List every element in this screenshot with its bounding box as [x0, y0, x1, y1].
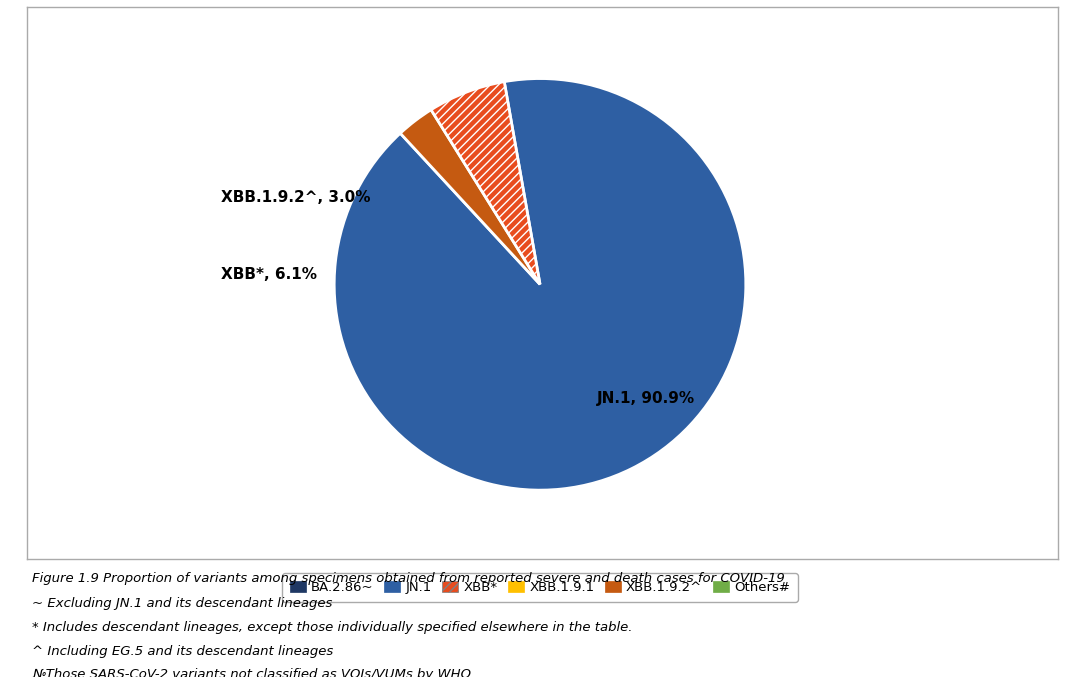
- Text: XBB*, 6.1%: XBB*, 6.1%: [221, 267, 318, 282]
- Wedge shape: [401, 110, 540, 284]
- Text: XBB.1.9.2^, 3.0%: XBB.1.9.2^, 3.0%: [221, 190, 370, 205]
- Wedge shape: [431, 82, 540, 284]
- Text: №Those SARS-CoV-2 variants not classified as VOIs/VUMs by WHO: №Those SARS-CoV-2 variants not classifie…: [32, 668, 471, 677]
- Wedge shape: [334, 79, 746, 490]
- Text: ^ Including EG.5 and its descendant lineages: ^ Including EG.5 and its descendant line…: [32, 645, 334, 657]
- Text: * Includes descendant lineages, except those individually specified elsewhere in: * Includes descendant lineages, except t…: [32, 621, 633, 634]
- Text: JN.1, 90.9%: JN.1, 90.9%: [596, 391, 694, 406]
- Text: Figure 1.9 Proportion of variants among specimens obtained from reported severe : Figure 1.9 Proportion of variants among …: [32, 572, 785, 585]
- Text: ~ Excluding JN.1 and its descendant lineages: ~ Excluding JN.1 and its descendant line…: [32, 597, 333, 610]
- Legend: BA.2.86~, JN.1, XBB*, XBB.1.9.1, XBB.1.9.2^, Others#: BA.2.86~, JN.1, XBB*, XBB.1.9.1, XBB.1.9…: [282, 573, 798, 602]
